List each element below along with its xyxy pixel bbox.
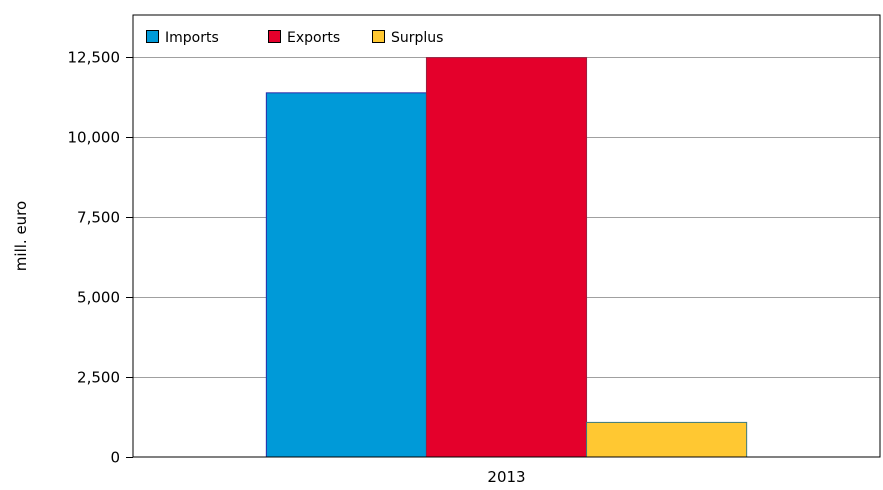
- bar-surplus: [586, 421, 748, 458]
- plot-frame: [132, 14, 881, 458]
- x-tick-label: 2013: [487, 468, 525, 486]
- y-tick-label: 7,500: [77, 209, 120, 227]
- legend-label-exports: Exports: [287, 30, 340, 46]
- legend-label-imports: Imports: [165, 30, 219, 46]
- y-axis-label: mill. euro: [12, 201, 30, 271]
- legend-label-surplus: Surplus: [391, 30, 443, 46]
- y-axis-ticks: 0 2,500 5,000 7,500 10,000 12,500: [68, 49, 133, 467]
- y-tick-label: 12,500: [68, 49, 121, 67]
- x-axis-ticks: 2013: [487, 468, 525, 486]
- bars: [265, 57, 748, 458]
- y-tick-label: 0: [110, 449, 120, 467]
- y-tick-label: 5,000: [77, 289, 120, 307]
- bar-exports: [425, 57, 588, 458]
- axes: [132, 14, 881, 458]
- legend-swatch-exports: [268, 30, 281, 43]
- y-tick-label: 2,500: [77, 369, 120, 387]
- bar-imports: [265, 92, 427, 458]
- legend: Imports Exports Surplus: [146, 30, 443, 46]
- legend-swatch-surplus: [372, 30, 385, 43]
- legend-swatch-imports: [146, 30, 159, 43]
- y-tick-label: 10,000: [68, 129, 121, 147]
